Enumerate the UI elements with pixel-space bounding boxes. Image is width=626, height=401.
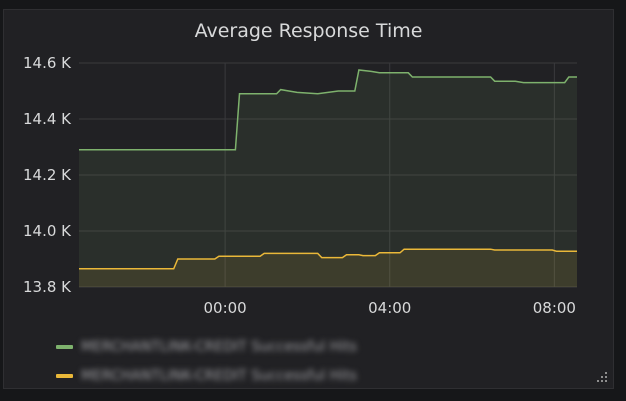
series-line-0[interactable] xyxy=(79,69,577,151)
series-layer xyxy=(79,69,577,287)
y-tick-label: 14.4 K xyxy=(23,110,72,128)
x-tick-label: 08:00 xyxy=(533,299,576,317)
series-line-1[interactable] xyxy=(79,248,577,270)
y-axis-ticks: 14.6 K 14.4 K 14.2 K 14.0 K 13.8 K xyxy=(23,54,72,296)
grid-layer xyxy=(79,62,577,288)
legend-label: MERCHANTLINK-CREDIT Successful Hits xyxy=(81,367,357,384)
legend-swatch xyxy=(56,373,73,378)
y-tick-label: 13.8 K xyxy=(23,278,72,296)
legend: MERCHANTLINK-CREDIT Successful Hits MERCH… xyxy=(56,332,357,390)
series-area-1 xyxy=(79,249,577,287)
y-tick-label: 14.6 K xyxy=(23,54,72,72)
resize-handle-icon[interactable] xyxy=(597,372,609,384)
x-axis-ticks: 00:00 04:00 08:00 xyxy=(203,299,575,317)
panel-title[interactable]: Average Response Time xyxy=(194,20,423,42)
x-tick-label: 04:00 xyxy=(368,299,411,317)
legend-label: MERCHANTLINK-CREDIT Successful Hits xyxy=(81,338,357,355)
x-tick-label: 00:00 xyxy=(203,299,246,317)
legend-swatch xyxy=(56,344,73,349)
chart-panel: Average Response Time 14.6 K 14.4 K 14.2 K… xyxy=(3,9,614,389)
series-area-0 xyxy=(79,70,577,287)
y-tick-label: 14.2 K xyxy=(23,166,72,184)
chart-svg: 14.6 K 14.4 K 14.2 K 14.0 K 13.8 K 00:00 04:0… xyxy=(23,54,577,317)
legend-item[interactable]: MERCHANTLINK-CREDIT Successful Hits xyxy=(56,361,357,390)
legend-item[interactable]: MERCHANTLINK-CREDIT Successful Hits xyxy=(56,332,357,361)
y-tick-label: 14.0 K xyxy=(23,222,72,240)
